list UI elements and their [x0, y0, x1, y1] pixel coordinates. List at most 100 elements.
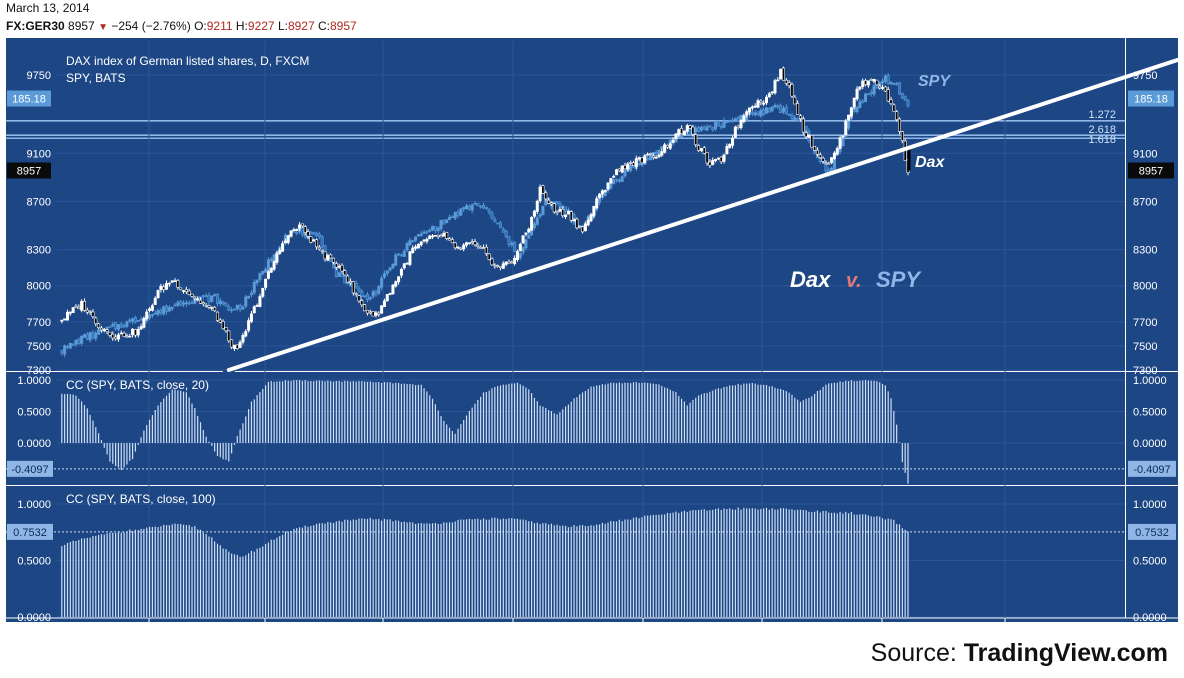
dax-candle [179, 287, 183, 290]
dax-candle [351, 281, 355, 294]
dax-candle [844, 120, 848, 136]
spy-candle [753, 112, 757, 116]
spy-candle [796, 118, 800, 121]
dax-candle [317, 246, 321, 250]
spy-candle [230, 309, 234, 312]
spy-candle [898, 82, 902, 95]
dax-candle [507, 261, 511, 264]
dax-candle [731, 137, 735, 146]
dax-candle [629, 162, 633, 164]
y-tick-right-7700: 7700 [1133, 317, 1157, 329]
spy-candle [391, 263, 395, 269]
spy-candle [385, 270, 389, 274]
spy-candle [886, 74, 890, 84]
dax-candle [227, 330, 231, 342]
dax-candle [490, 258, 494, 266]
spy-candle [612, 179, 616, 185]
spy-candle [232, 308, 236, 311]
dax-candle [272, 261, 276, 270]
cc20-tick-left-0.0000: 0.0000 [17, 438, 51, 450]
dax-candle [244, 331, 248, 337]
spy-candle [309, 232, 313, 235]
cc20-last-tag-right [1128, 460, 1176, 477]
dax-candle [266, 271, 270, 279]
dax-candle [261, 287, 265, 297]
dax-candle [716, 157, 720, 160]
spy-candle [91, 332, 95, 338]
spy-candle [872, 85, 876, 95]
spy-candle [736, 117, 740, 122]
dax-candle [798, 115, 802, 119]
spy-candle [518, 252, 522, 259]
dax-candle [368, 311, 372, 314]
dax-candle [549, 202, 553, 205]
close-label: C: [318, 19, 330, 33]
dax-candle [697, 145, 701, 151]
spy-candle [317, 233, 321, 238]
dax-candle [286, 235, 290, 243]
dax-candle [521, 235, 525, 244]
spy-candle [365, 294, 369, 301]
dax-candle [496, 265, 500, 267]
dax-candle [504, 261, 508, 265]
dax-candle [391, 284, 395, 295]
spy-candle [640, 163, 644, 166]
spy-candle [445, 219, 449, 224]
dax-candle [484, 246, 488, 254]
dax-candle [680, 127, 684, 134]
dax-candle [371, 311, 375, 317]
spy-candle [615, 178, 619, 181]
spy-candle [739, 115, 743, 121]
spy-candle [725, 121, 729, 123]
dax-candle [428, 235, 432, 240]
dax-candle [122, 332, 126, 338]
spy-candle [906, 100, 910, 107]
dax-candle [728, 143, 732, 148]
spy-candle [496, 222, 500, 225]
dax-candle [581, 226, 585, 233]
spy-candle [414, 236, 418, 241]
spy-candle [697, 127, 701, 132]
dax-candle [646, 153, 650, 156]
spy-candle [235, 304, 239, 310]
spy-candle [453, 211, 457, 219]
spy-candle [889, 82, 893, 85]
dax-candle [748, 107, 752, 113]
chart-canvas[interactable]: 7300 7300 7500 7500 7700 7700 8000 8000 8300 8300… [0, 38, 1184, 624]
dax-candle [133, 329, 137, 336]
spy-candle [264, 269, 268, 273]
spy-candle [694, 127, 698, 133]
dax-candle [648, 153, 652, 155]
price-tag-right-text-0: 185.18 [1134, 94, 1168, 106]
dax-candle [532, 210, 536, 217]
dax-candle [733, 126, 737, 138]
dax-candle [566, 211, 570, 215]
dax-candle [606, 182, 610, 190]
spy-candle [227, 306, 231, 311]
dax-candle [173, 280, 177, 283]
dax-candle [547, 199, 551, 204]
dax-candle [665, 144, 669, 148]
spy-candle [295, 232, 299, 234]
dax-candle [320, 249, 324, 252]
dax-candle [445, 232, 449, 239]
cc20-last-tag-right-text: -0.4097 [1133, 464, 1170, 476]
dax-candle [462, 244, 466, 250]
high-label: H: [235, 19, 248, 33]
dax-candle [326, 255, 330, 261]
dax-candle [450, 239, 454, 244]
cc20-last-tag-left-text: -0.4097 [11, 464, 48, 476]
dax-candle [847, 114, 851, 121]
dax-candle [858, 86, 862, 90]
spy-candle [128, 319, 132, 322]
dax-candle [821, 157, 825, 162]
dax-candle [459, 247, 463, 250]
dax-candle [241, 335, 245, 343]
cc20-tick-right-1.0000: 1.0000 [1133, 375, 1167, 387]
dax-candle [439, 235, 443, 238]
dax-candle [558, 209, 562, 212]
dax-candle [374, 312, 378, 316]
dax-candle [575, 218, 579, 229]
y-tick-right-8000: 8000 [1133, 281, 1157, 293]
spy-candle [71, 344, 75, 346]
